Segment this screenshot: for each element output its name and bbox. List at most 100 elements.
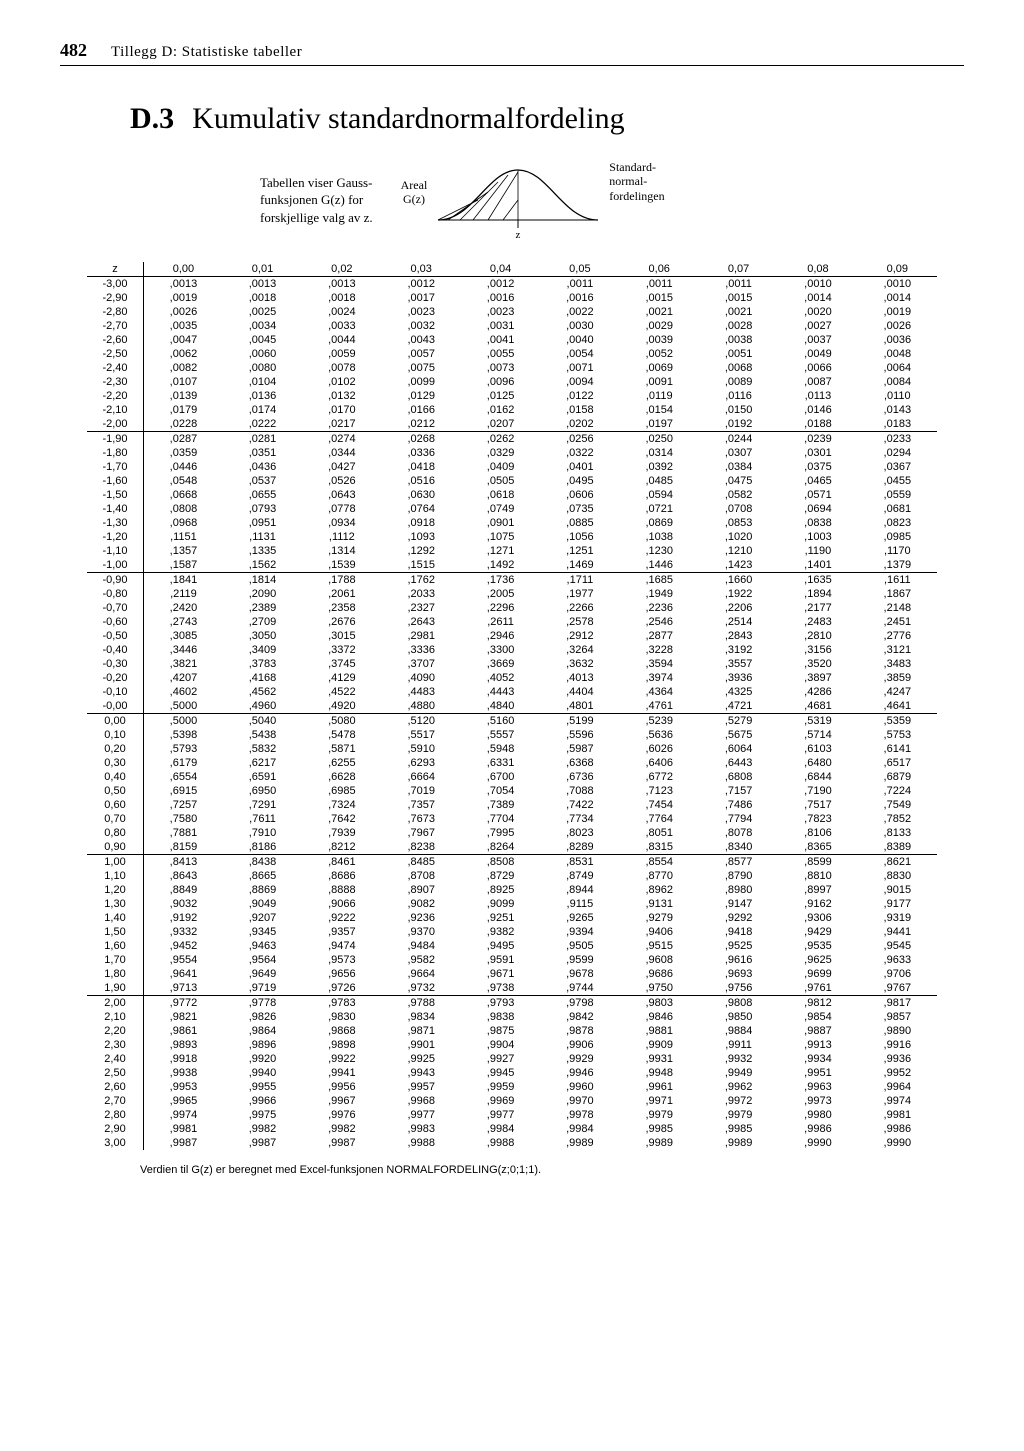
value-cell: ,9693	[699, 967, 778, 981]
value-cell: ,9265	[540, 911, 619, 925]
value-cell: ,2843	[699, 629, 778, 643]
value-cell: ,0110	[858, 389, 937, 403]
value-cell: ,9082	[382, 897, 461, 911]
table-row: -2,80,0026,0025,0024,0023,0023,0022,0021…	[87, 305, 937, 319]
value-cell: ,8133	[858, 826, 937, 840]
value-cell: ,0032	[382, 319, 461, 333]
value-cell: ,0162	[461, 403, 540, 417]
value-cell: ,7257	[144, 798, 223, 812]
value-cell: ,3015	[302, 629, 381, 643]
intro-row: Tabellen viser Gauss- funksjonen G(z) fo…	[260, 160, 964, 240]
z-cell: -1,20	[87, 530, 144, 544]
value-cell: ,6026	[620, 742, 699, 756]
value-cell: ,9207	[223, 911, 302, 925]
z-cell: 0,80	[87, 826, 144, 840]
value-cell: ,9826	[223, 1010, 302, 1024]
value-cell: ,9854	[778, 1010, 857, 1024]
value-cell: ,6517	[858, 756, 937, 770]
value-cell: ,8340	[699, 840, 778, 855]
value-cell: ,0062	[144, 347, 223, 361]
value-cell: ,8078	[699, 826, 778, 840]
z-cell: -2,90	[87, 291, 144, 305]
value-cell: ,4129	[302, 671, 381, 685]
table-row: 1,10,8643,8665,8686,8708,8729,8749,8770,…	[87, 869, 937, 883]
value-cell: ,9306	[778, 911, 857, 925]
value-cell: ,0154	[620, 403, 699, 417]
value-cell: ,7157	[699, 784, 778, 798]
value-cell: ,8461	[302, 855, 381, 870]
value-cell: ,1251	[540, 544, 619, 558]
value-cell: ,9974	[144, 1108, 223, 1122]
value-cell: ,0057	[382, 347, 461, 361]
value-cell: ,3483	[858, 657, 937, 671]
value-cell: ,5279	[699, 714, 778, 729]
value-cell: ,5478	[302, 728, 381, 742]
table-row: 3,00,9987,9987,9987,9988,9988,9989,9989,…	[87, 1136, 937, 1150]
value-cell: ,9842	[540, 1010, 619, 1024]
value-cell: ,8643	[144, 869, 223, 883]
value-cell: ,0749	[461, 502, 540, 516]
value-cell: ,1736	[461, 573, 540, 588]
z-cell: -0,10	[87, 685, 144, 699]
value-cell: ,5557	[461, 728, 540, 742]
value-cell: ,5160	[461, 714, 540, 729]
value-cell: ,6628	[302, 770, 381, 784]
value-cell: ,9963	[778, 1080, 857, 1094]
table-row: -3,00,0013,0013,0013,0012,0012,0011,0011…	[87, 277, 937, 292]
value-cell: ,9965	[144, 1094, 223, 1108]
value-cell: ,9236	[382, 911, 461, 925]
value-cell: ,0708	[699, 502, 778, 516]
value-cell: ,0052	[620, 347, 699, 361]
value-cell: ,9987	[223, 1136, 302, 1150]
value-cell: ,0064	[858, 361, 937, 375]
value-cell: ,5438	[223, 728, 302, 742]
table-row: -2,40,0082,0080,0078,0075,0073,0071,0069…	[87, 361, 937, 375]
value-cell: ,4522	[302, 685, 381, 699]
value-cell: ,2148	[858, 601, 937, 615]
value-cell: ,0091	[620, 375, 699, 389]
table-row: -2,60,0047,0045,0044,0043,0041,0040,0039…	[87, 333, 937, 347]
value-cell: ,8888	[302, 883, 381, 897]
value-cell: ,9830	[302, 1010, 381, 1024]
value-cell: ,9418	[699, 925, 778, 939]
value-cell: ,0582	[699, 488, 778, 502]
value-cell: ,0104	[223, 375, 302, 389]
value-cell: ,1660	[699, 573, 778, 588]
value-cell: ,9778	[223, 996, 302, 1011]
value-cell: ,6985	[302, 784, 381, 798]
value-cell: ,2877	[620, 629, 699, 643]
z-cell: 0,60	[87, 798, 144, 812]
value-cell: ,7823	[778, 812, 857, 826]
value-cell: ,8238	[382, 840, 461, 855]
value-cell: ,5199	[540, 714, 619, 729]
value-cell: ,0823	[858, 516, 937, 530]
value-cell: ,0778	[302, 502, 381, 516]
z-cell: 1,50	[87, 925, 144, 939]
value-cell: ,0202	[540, 417, 619, 432]
value-cell: ,9978	[540, 1108, 619, 1122]
table-row: -0,20,4207,4168,4129,4090,4052,4013,3974…	[87, 671, 937, 685]
value-cell: ,9664	[382, 967, 461, 981]
value-cell: ,0099	[382, 375, 461, 389]
value-cell: ,2119	[144, 587, 223, 601]
value-cell: ,6406	[620, 756, 699, 770]
value-cell: ,0066	[778, 361, 857, 375]
value-cell: ,2578	[540, 615, 619, 629]
value-cell: ,8212	[302, 840, 381, 855]
value-cell: ,2358	[302, 601, 381, 615]
value-cell: ,9357	[302, 925, 381, 939]
value-cell: ,5714	[778, 728, 857, 742]
value-cell: ,1587	[144, 558, 223, 573]
table-row: 0,20,5793,5832,5871,5910,5948,5987,6026,…	[87, 742, 937, 756]
value-cell: ,0033	[302, 319, 381, 333]
z-cell: -2,70	[87, 319, 144, 333]
value-cell: ,3859	[858, 671, 937, 685]
value-cell: ,9980	[778, 1108, 857, 1122]
value-cell: ,2912	[540, 629, 619, 643]
value-cell: ,9564	[223, 953, 302, 967]
value-cell: ,0170	[302, 403, 381, 417]
value-cell: ,3974	[620, 671, 699, 685]
value-cell: ,0037	[778, 333, 857, 347]
value-cell: ,0019	[144, 291, 223, 305]
value-cell: ,0188	[778, 417, 857, 432]
